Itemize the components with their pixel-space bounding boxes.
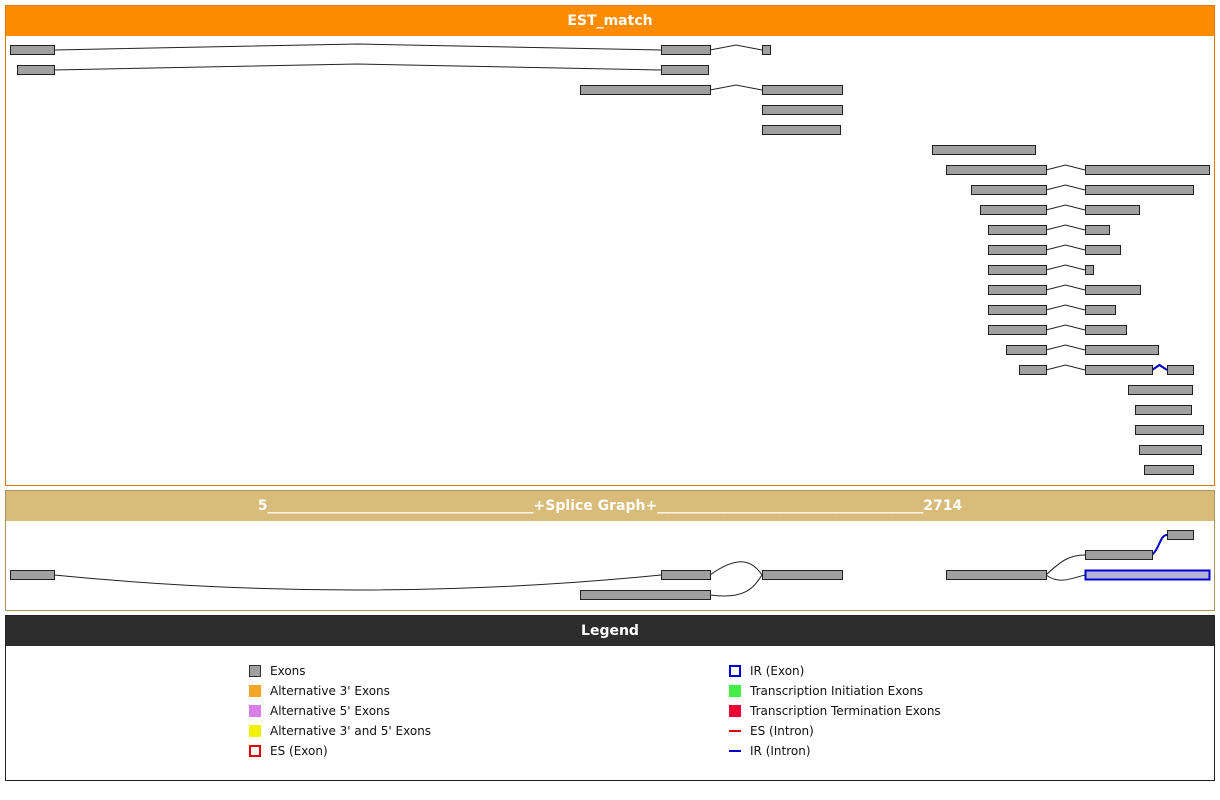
exon-block: [1085, 550, 1153, 560]
exon-block: [580, 85, 711, 95]
exon-block: [988, 305, 1047, 315]
legend-header: Legend: [6, 616, 1214, 646]
intron-line: [1045, 324, 1086, 331]
est-match-panel: EST_match: [5, 5, 1215, 486]
exon-block: [988, 245, 1047, 255]
exon-block: [1085, 225, 1110, 235]
intron-line: [1045, 204, 1086, 211]
exon-block: [1085, 345, 1159, 355]
blue-line-icon: [729, 750, 741, 752]
splice-graph-header: 5______________________________________+…: [6, 491, 1214, 521]
exon-block: [988, 285, 1047, 295]
exon-block: [1085, 265, 1094, 275]
intron-line: [1045, 164, 1086, 171]
exon-block: [1085, 245, 1121, 255]
exon-block: [661, 65, 709, 75]
exon-block: [1019, 365, 1047, 375]
exon-block: [762, 85, 843, 95]
exon-block: [946, 570, 1047, 580]
exon-block: [1128, 385, 1193, 395]
intron-line: [1045, 284, 1086, 291]
exon-block: [988, 325, 1047, 335]
intron-curve: [709, 561, 763, 576]
exon-block: [661, 570, 711, 580]
exon-block: [932, 145, 1036, 155]
exon-block: [1135, 405, 1192, 415]
splice-graph-track: [10, 530, 1211, 600]
intron-curve: [1045, 554, 1086, 576]
red-dashed-square-icon: [249, 745, 261, 757]
exon-block: [1167, 530, 1194, 540]
intron-line: [709, 84, 763, 91]
intron-line: [53, 43, 662, 51]
exon-block: [580, 590, 711, 600]
intron-line: [53, 63, 662, 71]
intron-line: [709, 44, 763, 51]
blue-outline-square-icon: [729, 665, 741, 677]
intron-line: [1045, 244, 1086, 251]
ir-intron-curve: [1151, 534, 1168, 556]
exon-block: [988, 225, 1047, 235]
exon-block: [762, 45, 771, 55]
exon-block: [1085, 205, 1140, 215]
exon-block: [1144, 465, 1194, 475]
ir-exon-block: [1084, 569, 1211, 581]
exon-block: [1167, 365, 1194, 375]
exon-block: [1085, 305, 1116, 315]
orange-square-icon: [249, 685, 261, 697]
exon-block: [1135, 425, 1204, 435]
red-dashed-line-icon: [729, 730, 741, 732]
intron-line: [1045, 224, 1086, 231]
exon-block: [1085, 365, 1153, 375]
green-square-icon: [729, 685, 741, 697]
exon-block: [17, 65, 55, 75]
exon-block: [1085, 325, 1127, 335]
exon-block: [1085, 165, 1210, 175]
exon-block: [971, 185, 1047, 195]
red-square-icon: [729, 705, 741, 717]
yellow-square-icon: [249, 725, 261, 737]
exon-block: [10, 45, 55, 55]
intron-curve: [1045, 574, 1086, 581]
intron-line: [1045, 344, 1086, 351]
exon-block: [980, 205, 1047, 215]
exon-block: [988, 265, 1047, 275]
exon-block: [946, 165, 1047, 175]
violet-square-icon: [249, 705, 261, 717]
intron-line: [1045, 264, 1086, 271]
splice-graph-panel: 5______________________________________+…: [5, 490, 1215, 611]
intron-line: [1045, 364, 1086, 371]
exon-block: [1085, 285, 1141, 295]
exon-block: [762, 125, 841, 135]
ir-intron-line: [1151, 363, 1168, 371]
grey-square-icon: [249, 665, 261, 677]
legend-panel: Legend Exons Alternative 3' Exons Altern…: [5, 615, 1215, 781]
exon-block: [661, 45, 711, 55]
intron-curve: [709, 574, 763, 597]
exon-block: [1085, 185, 1194, 195]
est-alignment-track: [10, 43, 1210, 475]
exon-block: [762, 105, 843, 115]
exon-block: [1139, 445, 1202, 455]
exon-block: [762, 570, 843, 580]
exon-block: [10, 570, 55, 580]
exon-block: [1006, 345, 1047, 355]
intron-line: [1045, 304, 1086, 311]
intron-curve: [53, 574, 662, 591]
est-match-header: EST_match: [6, 6, 1214, 36]
intron-line: [1045, 184, 1086, 191]
